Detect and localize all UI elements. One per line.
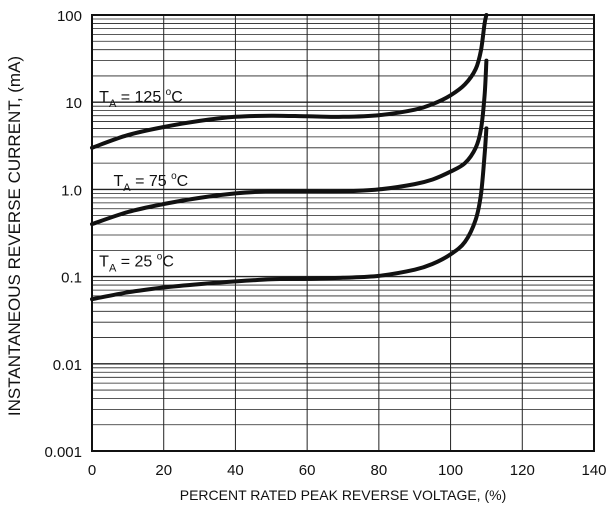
annotation-part: T: [99, 89, 109, 106]
y-tick-label: 1.0: [61, 182, 82, 199]
x-tick-labels: 0 20 40 60 80 100 120 140: [88, 462, 607, 479]
x-tick-label: 80: [371, 462, 388, 479]
annotation-part: A: [109, 98, 117, 110]
annotation-part: T: [99, 254, 109, 271]
y-tick-label: 10: [65, 95, 82, 112]
annotation-part: C: [162, 254, 174, 271]
annotation-part: o: [157, 252, 163, 263]
annotation-part: C: [171, 89, 183, 106]
annotation-part: = 125: [116, 89, 165, 106]
x-tick-label: 40: [227, 462, 244, 479]
annotation-part: = 75: [131, 173, 171, 190]
x-tick-label: 120: [510, 462, 535, 479]
annotation-part: o: [171, 171, 177, 182]
annotation-part: A: [123, 182, 131, 194]
x-tick-label: 0: [88, 462, 96, 479]
series-annotation: TA = 125 oC: [99, 87, 183, 110]
x-tick-label: 100: [438, 462, 463, 479]
x-tick-label: 60: [299, 462, 316, 479]
x-tick-label: 20: [155, 462, 172, 479]
plot-frame: [91, 14, 595, 452]
annotation-part: T: [114, 173, 124, 190]
annotation-part: A: [109, 263, 117, 275]
series-annotation: TA = 25 oC: [99, 252, 174, 275]
series-annotation: TA = 75 oC: [114, 171, 189, 194]
y-tick-label: 0.001: [44, 444, 82, 461]
series-line: [90, 13, 489, 150]
x-tick-label: 140: [581, 462, 606, 479]
series-line: [90, 126, 489, 302]
annotation-part: = 25: [116, 254, 156, 271]
x-axis-title: PERCENT RATED PEAK REVERSE VOLTAGE, (%): [180, 487, 506, 503]
series-line: [90, 58, 489, 227]
y-tick-label: 0.1: [61, 270, 82, 287]
series-lines: [90, 13, 489, 302]
y-tick-label: 0.01: [53, 357, 82, 374]
y-tick-label: 100: [57, 8, 82, 25]
annotation-part: C: [177, 173, 189, 190]
y-axis-title: INSTANTANEOUS REVERSE CURRENT, (mA): [5, 56, 24, 416]
annotation-part: o: [166, 87, 172, 98]
y-tick-labels: 0.001 0.01 0.1 1.0 10 100: [44, 8, 82, 461]
